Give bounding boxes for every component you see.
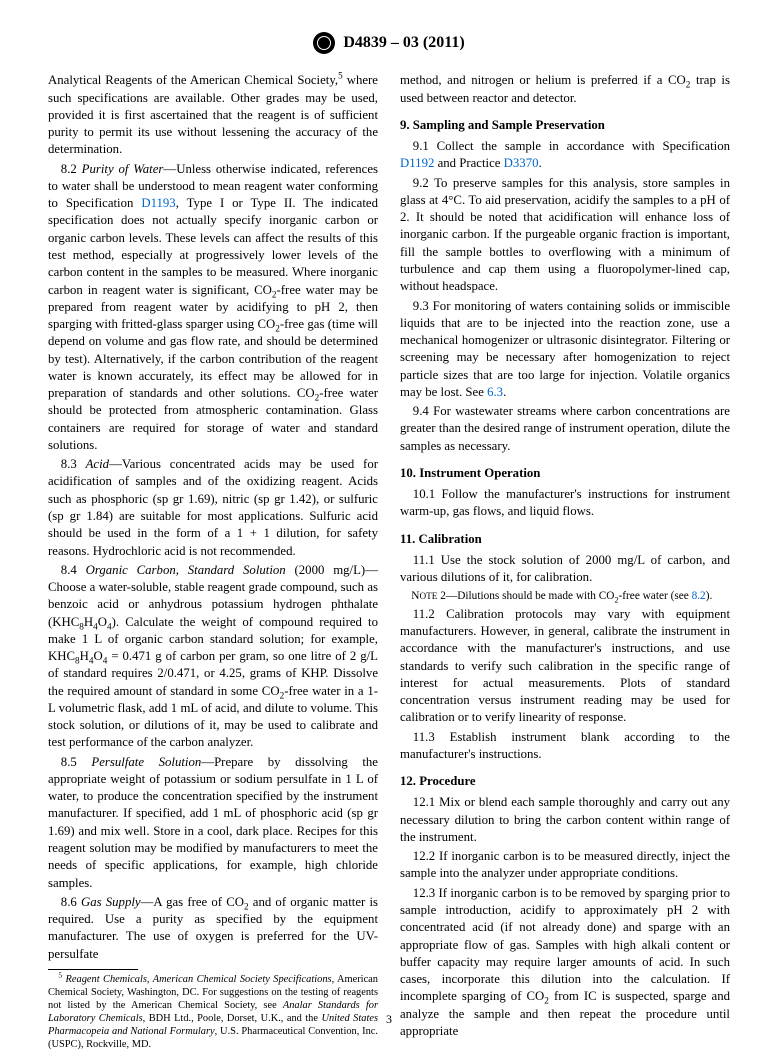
para-9-3: 9.3 For monitoring of waters containing … (400, 298, 730, 402)
text: , Type I or Type II. The indicated speci… (48, 196, 378, 296)
para-9-1: 9.1 Collect the sample in accordance wit… (400, 138, 730, 173)
num: 8.2 (61, 162, 82, 176)
heading-11: 11. Calibration (400, 531, 730, 548)
astm-logo-icon (313, 32, 335, 54)
para-8-6: 8.6 Gas Supply—A gas free of CO2 and of … (48, 894, 378, 963)
text: Analytical Reagents of the American Chem… (48, 73, 338, 87)
heading-12: 12. Procedure (400, 773, 730, 790)
para-9-2: 9.2 To preserve samples for this analysi… (400, 175, 730, 296)
text: . (503, 385, 506, 399)
para-8-3: 8.3 Acid—Various concentrated acids may … (48, 456, 378, 560)
text: Dilutions should be made with CO (457, 590, 614, 602)
para-10-1: 10.1 Follow the manufacturer's instructi… (400, 486, 730, 521)
link-d1193[interactable]: D1193 (141, 196, 175, 210)
text: Reagent Chemicals, American Chemical Soc… (62, 974, 331, 985)
title: Purity of Water (82, 162, 164, 176)
text: 12.3 If inorganic carbon is to be remove… (400, 886, 730, 1004)
page-number: 3 (0, 1011, 778, 1027)
body-columns: Analytical Reagents of the American Chem… (48, 72, 730, 1051)
document-header: D4839 – 03 (2011) (48, 32, 730, 54)
text: . (539, 156, 542, 170)
para-8-2: 8.2 Purity of Water—Unless otherwise ind… (48, 161, 378, 455)
text: 9.1 Collect the sample in accordance wit… (413, 139, 730, 153)
page: D4839 – 03 (2011) Analytical Reagents of… (0, 0, 778, 1041)
title: Acid (86, 457, 109, 471)
para-8-5: 8.5 Persulfate Solution—Prepare by disso… (48, 754, 378, 892)
link-d1192[interactable]: D1192 (400, 156, 434, 170)
title: Organic Carbon, Standard Solution (86, 563, 286, 577)
text: -free water (see (619, 590, 692, 602)
num: 8.6 (61, 895, 81, 909)
text: —A gas free of CO (141, 895, 244, 909)
heading-10: 10. Instrument Operation (400, 465, 730, 482)
title: Persulfate Solution (91, 755, 201, 769)
text: ). (706, 590, 713, 602)
text: —Various concentrated acids may be used … (48, 457, 378, 557)
designation-text: D4839 – 03 (2011) (343, 34, 464, 51)
para-11-2: 11.2 Calibration protocols may vary with… (400, 606, 730, 727)
para-9-4: 9.4 For wastewater streams where carbon … (400, 403, 730, 455)
para-8-6-cont: method, and nitrogen or helium is prefer… (400, 72, 730, 107)
title: Gas Supply (81, 895, 141, 909)
text: 9.3 For monitoring of waters containing … (400, 299, 730, 399)
link-6-3[interactable]: 6.3 (487, 385, 503, 399)
heading-9: 9. Sampling and Sample Preservation (400, 117, 730, 134)
para-11-3: 11.3 Establish instrument blank accordin… (400, 729, 730, 764)
para-8-4: 8.4 Organic Carbon, Standard Solution (2… (48, 562, 378, 752)
num: 8.4 (61, 563, 86, 577)
para-8-1-cont: Analytical Reagents of the American Chem… (48, 72, 378, 158)
para-12-1: 12.1 Mix or blend each sample thoroughly… (400, 794, 730, 846)
num: 8.3 (61, 457, 86, 471)
para-12-2: 12.2 If inorganic carbon is to be measur… (400, 848, 730, 883)
text: —Prepare by dissolving the appropriate w… (48, 755, 378, 890)
note-2: NOTE 2—Dilutions should be made with CO2… (400, 589, 730, 604)
para-11-1: 11.1 Use the stock solution of 2000 mg/L… (400, 552, 730, 587)
text: method, and nitrogen or helium is prefer… (400, 73, 686, 87)
link-8-2[interactable]: 8.2 (692, 590, 706, 602)
link-d3370[interactable]: D3370 (504, 156, 539, 170)
note-label: NOTE (411, 590, 437, 602)
num: 8.5 (61, 755, 92, 769)
text: and Practice (434, 156, 503, 170)
